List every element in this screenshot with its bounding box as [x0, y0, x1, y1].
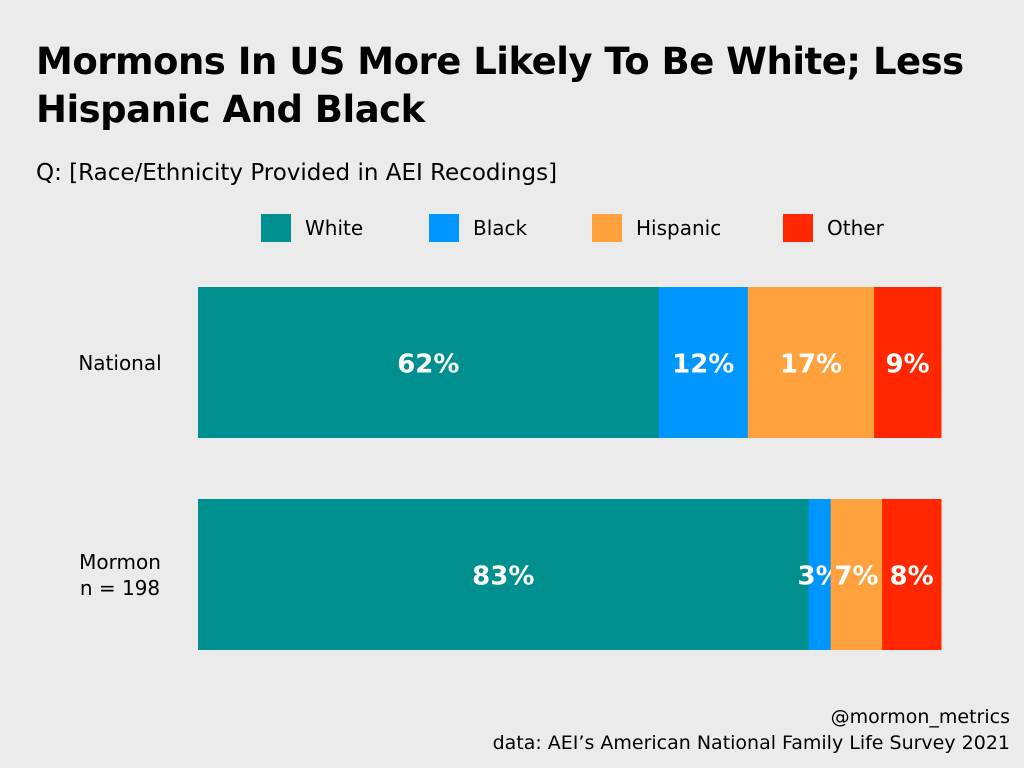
bar-national-white — [198, 287, 660, 438]
bar-national-hispanic — [747, 287, 875, 438]
legend-swatch — [261, 214, 291, 242]
legend-item-black: Black — [429, 214, 527, 242]
legend-item-hispanic: Hispanic — [592, 214, 721, 242]
legend-label: Black — [473, 216, 528, 240]
bar-mormon-black — [808, 499, 832, 650]
legend-label: Other — [827, 216, 884, 240]
bar-mormon-other — [882, 499, 942, 650]
legend-swatch — [592, 214, 622, 242]
bar-mormon-hispanic — [830, 499, 883, 650]
legend-label: White — [305, 216, 364, 240]
legend-item-white: White — [261, 214, 363, 242]
category-label: National — [60, 350, 180, 376]
credit: @mormon_metrics data: AEI’s American Nat… — [493, 704, 1010, 756]
category-label: Mormon n = 198 — [60, 549, 180, 601]
category-name: National — [78, 350, 162, 375]
data-label: 62% — [397, 350, 459, 380]
data-label: 9% — [885, 350, 929, 380]
legend-label: Hispanic — [636, 216, 722, 240]
data-label: 8% — [889, 562, 933, 592]
data-label: 17% — [780, 350, 842, 380]
chart-subtitle: Q: [Race/Ethnicity Provided in AEI Recod… — [36, 160, 558, 186]
category-name: Mormon — [79, 549, 161, 574]
legend-swatch — [429, 214, 459, 242]
chart-title: Mormons In US More Likely To Be White; L… — [36, 40, 964, 131]
bar-national-black — [658, 287, 749, 438]
legend: White Black Hispanic Other — [0, 214, 1024, 246]
data-label: 7% — [834, 562, 878, 592]
bar-national-other — [874, 287, 942, 438]
legend-swatch — [783, 214, 813, 242]
data-label: 12% — [672, 350, 734, 380]
credit-handle: @mormon_metrics — [830, 706, 1010, 728]
legend-item-other: Other — [783, 214, 884, 242]
credit-source: data: AEI’s American National Family Lif… — [492, 732, 1010, 754]
category-sample-size: n = 198 — [79, 575, 161, 600]
bar-mormon-white — [198, 499, 810, 650]
data-label: 83% — [472, 562, 534, 592]
